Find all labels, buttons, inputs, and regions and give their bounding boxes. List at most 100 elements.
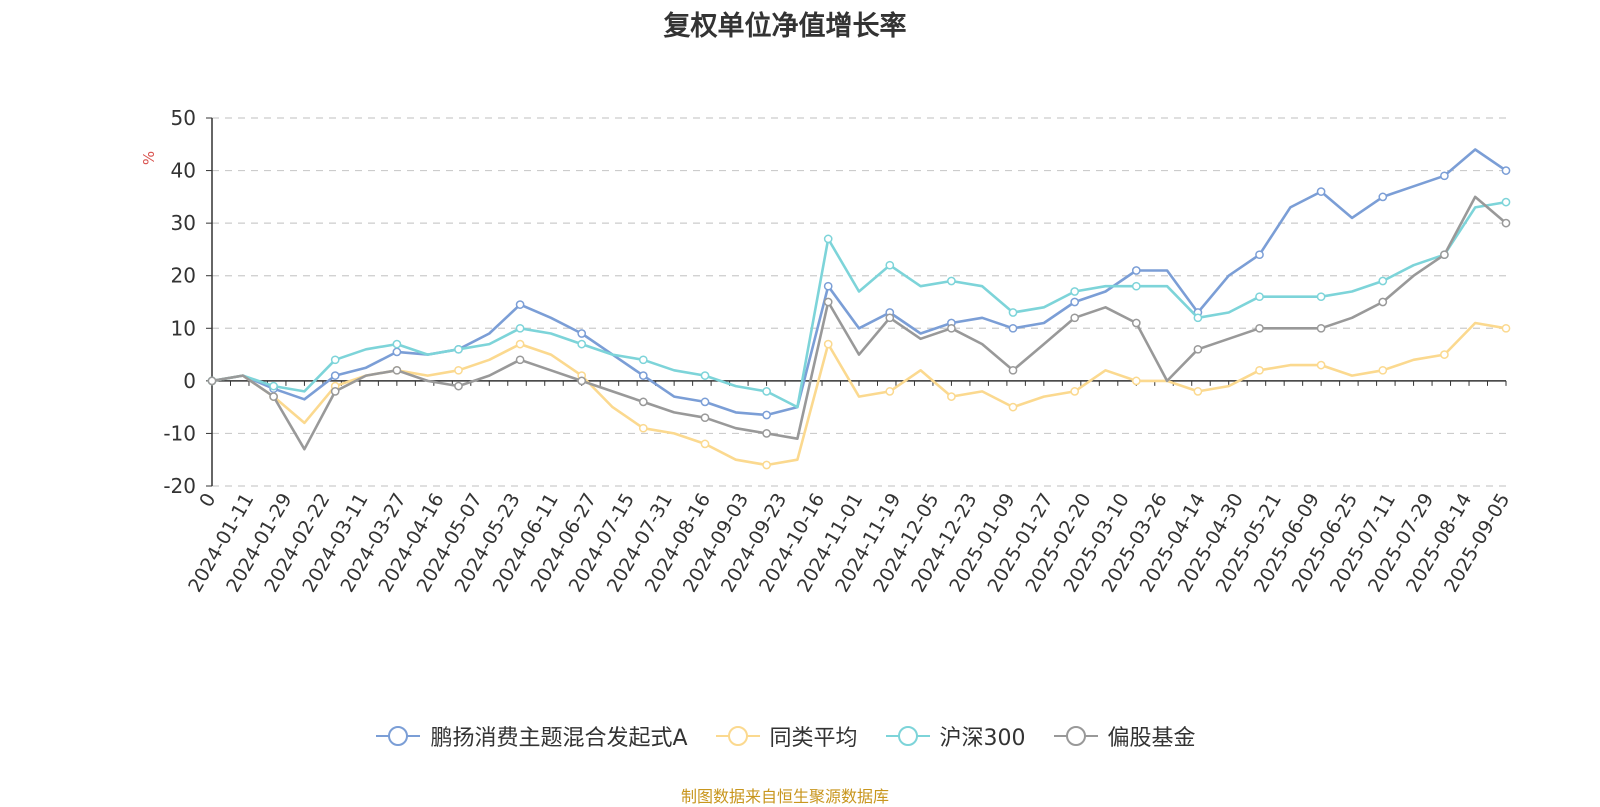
series-point-1	[1008, 402, 1018, 412]
series-point-0	[1008, 323, 1018, 333]
series-point-0	[1501, 166, 1511, 175]
series-point-2	[1316, 292, 1326, 302]
series-point-1	[1316, 360, 1326, 370]
legend-item-csi300[interactable]: 沪深300	[884, 720, 1026, 752]
series-point-0	[762, 410, 771, 420]
y-tick-label: -10	[163, 421, 196, 445]
series-point-3	[392, 365, 402, 375]
series-point-0	[515, 300, 525, 309]
series-point-3	[762, 429, 771, 438]
series-point-0	[1378, 192, 1388, 202]
series-point-1	[638, 423, 648, 433]
series-point-2	[1131, 281, 1141, 291]
series-line-2	[210, 200, 1508, 409]
series-point-0	[823, 281, 833, 291]
series-point-3	[1131, 318, 1141, 328]
series-point-3	[1008, 365, 1018, 375]
source-note: 制图数据来自恒生聚源数据库	[680, 787, 889, 806]
series-point-3	[577, 376, 587, 386]
series-point-3	[454, 381, 463, 391]
series-point-1	[885, 387, 895, 396]
series-point-0	[577, 329, 587, 338]
series-point-2	[577, 339, 587, 349]
series-point-3	[1440, 250, 1449, 260]
series-point-2	[1378, 276, 1388, 286]
series-line-0	[210, 148, 1508, 417]
series-point-1	[762, 460, 771, 470]
series-point-2	[1070, 287, 1080, 296]
series-point-3	[823, 297, 833, 307]
series-point-2	[1255, 292, 1264, 302]
series-point-0	[1131, 266, 1141, 275]
series-point-1	[947, 392, 956, 401]
series-point-3	[700, 413, 710, 423]
series-point-1	[1378, 365, 1388, 375]
series-point-3	[1255, 323, 1264, 333]
series-point-0	[1316, 187, 1326, 196]
legend-item-peer-average[interactable]: 同类平均	[714, 720, 858, 752]
series-point-2	[1501, 197, 1511, 207]
series-point-2	[1008, 308, 1018, 317]
legend-swatch-csi300	[885, 726, 930, 746]
series-point-3	[1316, 323, 1326, 333]
series-point-3	[269, 392, 278, 401]
series-point-2	[515, 323, 525, 333]
y-tick-label: 40	[171, 159, 196, 183]
series-point-1	[454, 365, 463, 375]
series-point-3	[1378, 297, 1388, 307]
legend-label-equity-fund: 偏股基金	[1107, 726, 1196, 751]
series-point-3	[885, 313, 895, 323]
series-point-1	[1070, 387, 1080, 396]
series-point-0	[638, 371, 648, 380]
legend: 鹏扬消费主题混合发起式A 同类平均 沪深300 偏股基金	[0, 720, 1570, 752]
series-point-2	[392, 339, 402, 349]
series-point-3	[638, 397, 648, 407]
series-point-0	[392, 347, 402, 357]
series-point-2	[762, 387, 771, 396]
y-tick-label: 30	[171, 211, 196, 235]
series-point-2	[947, 276, 956, 286]
legend-label-csi300: 沪深300	[939, 726, 1026, 751]
y-tick-label: 10	[171, 316, 196, 340]
series-point-1	[1255, 365, 1264, 375]
series-point-2	[700, 371, 710, 380]
series-point-3	[1070, 313, 1080, 323]
series-point-2	[454, 344, 463, 354]
series-point-2	[823, 234, 833, 244]
series-line-3	[210, 195, 1508, 451]
legend-label-peer-average: 同类平均	[769, 726, 858, 751]
series-point-1	[1440, 350, 1449, 359]
series-point-0	[1070, 297, 1080, 307]
legend-label-fund: 鹏扬消费主题混合发起式A	[430, 726, 688, 751]
y-tick-label: 50	[171, 106, 196, 130]
series-point-1	[700, 439, 710, 449]
series-point-2	[1193, 313, 1203, 323]
series-point-2	[638, 355, 648, 365]
x-tick-label: 0	[195, 490, 220, 511]
series-point-3	[515, 355, 525, 365]
legend-swatch-equity-fund	[1053, 726, 1098, 746]
legend-swatch-peer-average	[715, 726, 760, 746]
series-point-3	[207, 376, 217, 386]
series-point-1	[823, 339, 833, 349]
y-axis-label: %	[140, 151, 158, 165]
chart-title: 复权单位净值增长率	[663, 11, 907, 42]
series-point-0	[330, 371, 340, 380]
chart-plot: -20-1001020304050%02024-01-112024-01-292…	[140, 106, 1514, 596]
series-line-1	[210, 321, 1508, 467]
series-point-3	[330, 387, 340, 396]
y-tick-label: 20	[171, 264, 196, 288]
series-point-3	[1501, 218, 1511, 228]
series-point-0	[1255, 250, 1264, 260]
series-point-0	[1440, 171, 1449, 181]
legend-item-fund[interactable]: 鹏扬消费主题混合发起式A	[374, 720, 688, 752]
legend-item-equity-fund[interactable]: 偏股基金	[1052, 720, 1196, 752]
series-point-1	[1131, 376, 1141, 386]
series-point-0	[700, 397, 710, 407]
series-point-1	[515, 339, 525, 349]
series-point-3	[947, 323, 956, 333]
series-point-1	[1501, 323, 1511, 333]
y-tick-label: -20	[163, 474, 196, 498]
y-tick-label: 0	[183, 369, 196, 393]
legend-swatch-fund	[376, 726, 421, 746]
